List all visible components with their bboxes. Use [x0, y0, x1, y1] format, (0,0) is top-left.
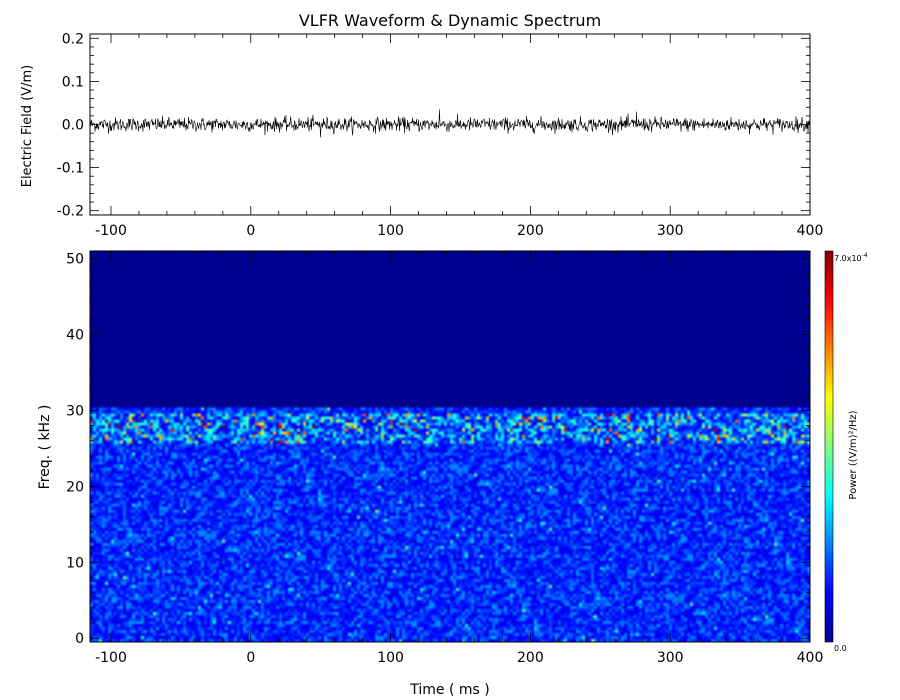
spectrum-x-tick-label: 300 — [657, 650, 684, 666]
colorbar-max-exponent: -4 — [862, 252, 868, 259]
spectrum-axes: -100 0 100 200 300 400 0 10 20 30 40 50 — [66, 251, 823, 666]
waveform-x-tick-label: 100 — [377, 223, 404, 239]
colorbar-min-label: 0.0 — [834, 644, 847, 653]
waveform-y-tick-label: -0.2 — [57, 204, 84, 220]
spectrum-frame — [89, 250, 811, 643]
colorbar-gradient — [824, 250, 834, 643]
waveform-x-tick-label: -100 — [95, 223, 127, 239]
spectrum-y-tick-label: 20 — [66, 479, 84, 495]
waveform-trace — [89, 109, 811, 138]
spectrum-x-tick-label: 200 — [517, 650, 544, 666]
spectrum-y-label: Freq. ( kHz ) — [37, 405, 53, 490]
waveform-panel: -100 0 100 200 300 400 -0.2 -0.1 0.0 0.1 0.2 Elect… — [20, 31, 823, 239]
spectrum-y-tick-label: 40 — [66, 328, 84, 344]
waveform-y-label: Electric Field (V/m) — [20, 65, 35, 188]
spectrum-x-tick-label: -100 — [95, 650, 127, 666]
waveform-x-tick-label: 400 — [797, 223, 824, 239]
waveform-y-tick-label: 0.0 — [62, 118, 84, 134]
waveform-y-tick-label: 0.1 — [62, 74, 84, 90]
waveform-x-tick-label: 300 — [657, 223, 684, 239]
spectrum-x-tick-label: 0 — [246, 650, 255, 666]
waveform-x-tick-label: 200 — [517, 223, 544, 239]
waveform-y-tick-label: -0.1 — [57, 161, 84, 177]
spectrum-heatmap — [90, 251, 810, 642]
waveform-axes: -100 0 100 200 300 400 -0.2 -0.1 0.0 0.1 0.2 — [57, 31, 824, 239]
spectrum-x-tick-label: 400 — [797, 650, 824, 666]
colorbar-max-label: 7.0x10-4 — [834, 252, 868, 263]
spectrum-x-tick-label: 100 — [377, 650, 404, 666]
spectrum-y-tick-label: 30 — [66, 403, 84, 419]
spectrum-x-label: Time ( ms ) — [409, 682, 489, 698]
spectrum-y-tick-label: 0 — [75, 631, 84, 647]
colorbar-max-mantissa: 7.0x10 — [834, 254, 862, 263]
colorbar-title: Power ((V/m)²/Hz) — [848, 410, 859, 499]
waveform-y-tick-label: 0.2 — [62, 31, 84, 47]
chart-title: VLFR Waveform & Dynamic Spectrum — [299, 11, 601, 30]
spectrum-y-tick-label: 50 — [66, 252, 84, 268]
spectrum-panel: -100 0 100 200 300 400 0 10 20 30 40 50 Time ( ms )… — [37, 250, 823, 698]
colorbar: 7.0x10-4 0.0 Power ((V/m)²/Hz) — [824, 250, 868, 653]
spectrum-y-tick-label: 10 — [66, 555, 84, 571]
waveform-x-tick-label: 0 — [246, 223, 255, 239]
